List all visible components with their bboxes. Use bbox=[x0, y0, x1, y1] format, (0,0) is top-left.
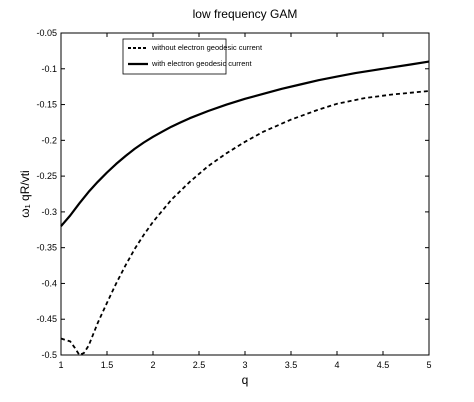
y-tick-label: -0.5 bbox=[41, 350, 57, 360]
series-lines bbox=[60, 60, 430, 356]
y-tick-label: -0.05 bbox=[36, 28, 57, 38]
series-with-electron-current-line bbox=[60, 60, 430, 227]
x-tick-label: 2.5 bbox=[193, 360, 206, 370]
x-tick-label: 2 bbox=[150, 360, 155, 370]
y-tick-label: -0.15 bbox=[36, 100, 57, 110]
y-tick-label: -0.35 bbox=[36, 243, 57, 253]
chart-title: low frequency GAM bbox=[193, 7, 298, 21]
x-tick-label: 5 bbox=[426, 360, 431, 370]
plot-area-frame bbox=[60, 32, 430, 356]
y-tick-label: -0.3 bbox=[41, 207, 57, 217]
legend: without electron geodesic current with e… bbox=[122, 38, 263, 75]
y-axis-label: ω₁ qR/vti bbox=[18, 170, 32, 217]
legend-label-with: with electron geodesic current bbox=[151, 59, 253, 68]
y-tick-label: -0.1 bbox=[41, 64, 57, 74]
x-axis-label: q bbox=[242, 373, 249, 387]
y-tick-label: -0.2 bbox=[41, 135, 57, 145]
axis-ticks: 1 1.5 2 2.5 3 3.5 4 4.5 5 -0.05 -0.1 -0.15 -0.2 -0.25… bbox=[36, 28, 431, 370]
y-tick-label: -0.45 bbox=[36, 314, 57, 324]
x-tick-label: 4.5 bbox=[377, 360, 390, 370]
y-tick-label: -0.4 bbox=[41, 278, 57, 288]
x-tick-label: 3 bbox=[242, 360, 247, 370]
series-without-electron-current-line bbox=[60, 90, 430, 356]
legend-frame bbox=[122, 38, 227, 75]
x-tick-label: 1 bbox=[58, 360, 63, 370]
y-tick-label: -0.25 bbox=[36, 171, 57, 181]
x-tick-label: 1.5 bbox=[101, 360, 114, 370]
x-tick-label: 4 bbox=[334, 360, 339, 370]
x-tick-label: 3.5 bbox=[285, 360, 298, 370]
legend-label-without: without electron geodesic current bbox=[151, 43, 263, 52]
